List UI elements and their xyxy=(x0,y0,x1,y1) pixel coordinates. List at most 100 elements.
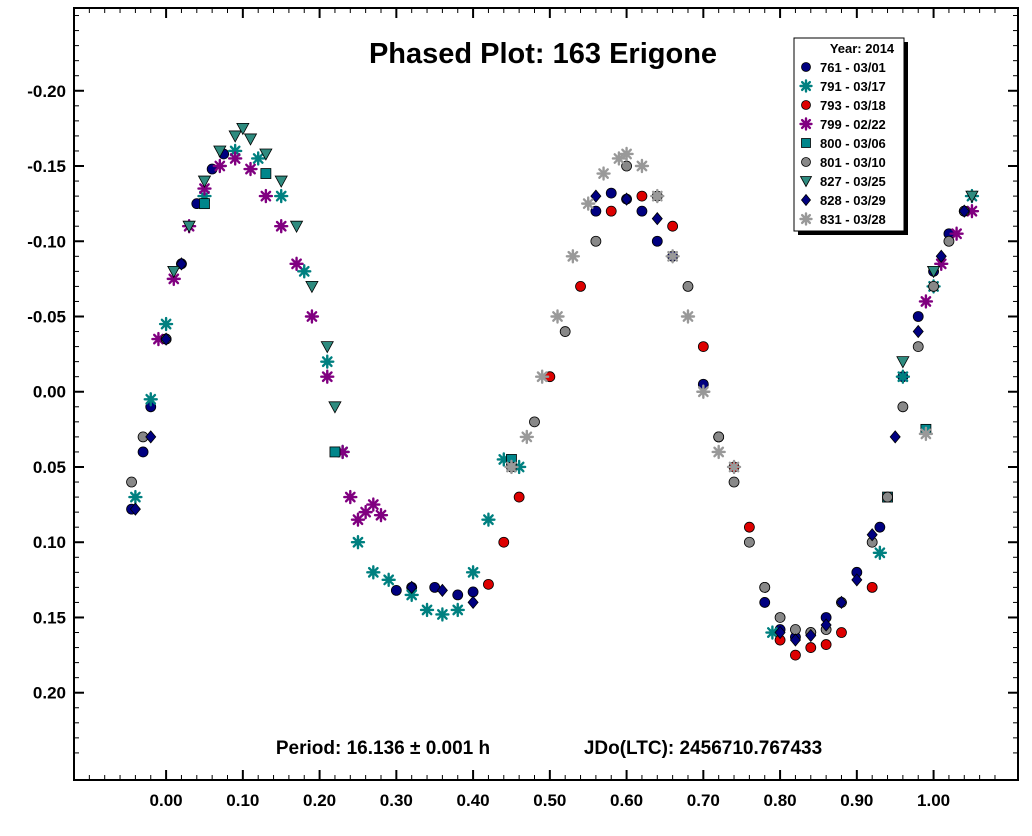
data-point xyxy=(496,452,511,467)
data-point xyxy=(504,459,519,475)
data-point xyxy=(596,166,611,181)
data-point xyxy=(483,578,494,590)
data-point xyxy=(835,595,848,610)
data-point xyxy=(726,459,742,475)
data-point xyxy=(143,392,158,407)
data-point xyxy=(320,341,334,354)
data-point xyxy=(320,354,335,369)
y-axis: -0.20 -0.15 -0.10 -0.05 0.00 0.05 0.10 0.15 0.20 xyxy=(27,15,1018,754)
legend-label: 793 - 03/18 xyxy=(820,98,886,113)
data-point xyxy=(759,597,771,608)
legend-box xyxy=(793,37,905,232)
data-point xyxy=(329,446,341,458)
data-point xyxy=(126,476,137,488)
data-point xyxy=(137,446,149,458)
footer-jdo: JDo(LTC): 2456710.767433 xyxy=(584,738,822,759)
data-point xyxy=(381,572,396,588)
data-point xyxy=(651,212,663,226)
data-point xyxy=(636,205,648,217)
data-point xyxy=(820,639,832,650)
data-point xyxy=(404,587,419,603)
data-point xyxy=(805,628,817,643)
data-point xyxy=(928,281,939,292)
data-point xyxy=(511,459,527,475)
data-point xyxy=(197,188,212,204)
data-point xyxy=(419,602,435,618)
x-tick-label: 0.50 xyxy=(533,791,566,810)
data-point xyxy=(918,426,934,442)
x-tick-label: 0.90 xyxy=(840,791,873,810)
data-point xyxy=(743,521,755,533)
data-point xyxy=(634,158,650,174)
legend-items: 761 - 03/01 791 - 03/17 793 - 03/18 799 - 0… xyxy=(799,60,886,227)
x-tick-label: 0.40 xyxy=(457,791,490,810)
data-point xyxy=(227,151,243,166)
data-point xyxy=(128,489,143,505)
data-point xyxy=(534,369,550,384)
data-point xyxy=(160,332,172,346)
legend-label: 791 - 03/17 xyxy=(820,79,886,94)
data-point xyxy=(260,168,272,179)
data-point xyxy=(872,545,888,560)
data-point xyxy=(918,294,934,309)
data-point xyxy=(926,265,941,279)
data-point xyxy=(250,151,266,166)
legend-label: 828 - 03/29 xyxy=(820,193,886,208)
data-point xyxy=(406,580,418,595)
data-point xyxy=(774,625,786,640)
data-point xyxy=(889,430,901,444)
y-tick-label: -0.05 xyxy=(27,307,66,326)
data-point xyxy=(129,502,141,516)
data-point xyxy=(590,235,602,247)
legend-marker xyxy=(799,176,813,188)
data-point xyxy=(805,642,817,653)
data-point xyxy=(935,249,947,263)
y-tick-label: 0.10 xyxy=(33,533,66,552)
data-point xyxy=(851,573,863,587)
data-point xyxy=(605,187,617,199)
data-point xyxy=(289,220,304,234)
x-tick-label: 0.20 xyxy=(303,791,336,810)
data-point xyxy=(213,145,227,158)
data-point xyxy=(774,612,786,623)
data-point xyxy=(550,309,565,324)
data-point xyxy=(696,384,711,399)
data-point xyxy=(680,309,696,324)
y-tick-label: 0.15 xyxy=(33,608,66,627)
data-point xyxy=(358,504,373,520)
series-828 xyxy=(129,189,970,647)
data-point xyxy=(274,175,288,188)
data-point xyxy=(513,491,525,503)
data-point xyxy=(390,584,402,596)
legend-marker xyxy=(800,193,812,207)
data-point xyxy=(790,649,801,661)
data-point xyxy=(949,226,964,241)
data-point xyxy=(197,175,212,188)
series-799 xyxy=(151,151,980,527)
y-tick-label: 0.00 xyxy=(33,383,66,402)
data-point xyxy=(175,257,187,271)
data-point xyxy=(611,151,627,166)
data-point xyxy=(565,249,581,264)
data-point xyxy=(450,602,465,618)
data-point xyxy=(728,476,740,488)
legend-marker xyxy=(799,79,813,93)
data-point xyxy=(711,444,726,460)
data-point xyxy=(467,595,479,610)
data-point xyxy=(199,198,210,210)
legend-marker xyxy=(801,138,811,148)
legend-marker xyxy=(799,117,813,131)
data-point xyxy=(559,326,571,337)
data-point xyxy=(882,491,893,503)
data-point xyxy=(912,324,924,339)
data-point xyxy=(895,369,911,384)
footer-period: Period: 16.136 ± 0.001 h xyxy=(276,738,490,759)
chart-title: Phased Plot: 163 Erigone xyxy=(369,38,717,70)
data-point xyxy=(436,583,448,598)
data-point xyxy=(435,607,450,622)
legend-marker xyxy=(799,212,813,226)
data-point xyxy=(258,188,274,204)
data-point xyxy=(289,256,304,272)
data-point xyxy=(790,624,801,635)
data-point xyxy=(820,618,832,632)
